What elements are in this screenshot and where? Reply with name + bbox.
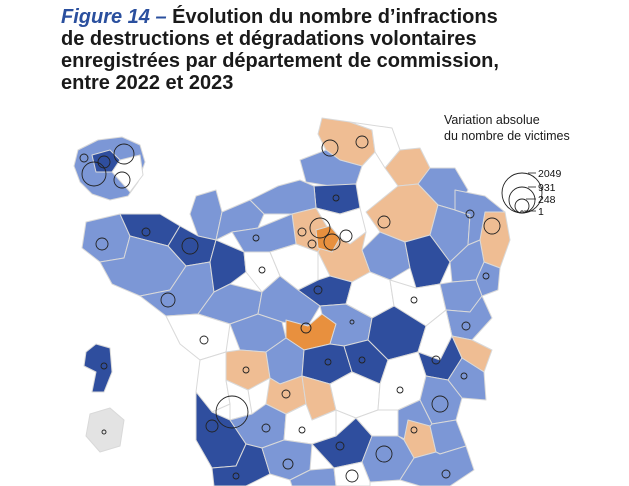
dept-herault bbox=[333, 461, 371, 486]
circle-puy bbox=[358, 356, 366, 364]
circle-cotes bbox=[141, 227, 151, 237]
circle-paris-4 bbox=[307, 239, 317, 249]
circle-doubs bbox=[461, 321, 471, 331]
title-line-2: de destructions et dégradations volontai… bbox=[61, 28, 477, 50]
dept-mayenne bbox=[209, 239, 247, 293]
circle-haut-rhin bbox=[482, 272, 490, 280]
legend-circles: 2049 931 248 1 bbox=[501, 168, 562, 218]
department-regions bbox=[73, 117, 511, 486]
circle-vaucluse bbox=[441, 469, 451, 479]
inset-idf-right bbox=[111, 154, 144, 193]
circle-loire-atl bbox=[160, 292, 176, 308]
figure-label: Figure 14 – bbox=[61, 6, 167, 28]
circle-deux-sevres bbox=[242, 366, 250, 374]
title-line-3: enregistrées par département de commissi… bbox=[61, 50, 499, 72]
circle-marne bbox=[377, 215, 391, 229]
circle-overseas-2 bbox=[101, 429, 107, 435]
dept-vendee bbox=[165, 313, 231, 361]
circle-paris-2 bbox=[323, 233, 341, 251]
circle-idf-4 bbox=[113, 171, 131, 189]
dept-paris-area bbox=[315, 225, 341, 253]
circle-paris-3 bbox=[339, 229, 353, 243]
circle-nievre bbox=[349, 319, 355, 325]
variation-circles bbox=[79, 135, 501, 483]
circle-haute-vienne bbox=[281, 389, 291, 399]
circle-dordogne bbox=[261, 423, 271, 433]
dept-vaucluse bbox=[399, 445, 475, 486]
circle-ille bbox=[181, 237, 199, 255]
circle-finistere bbox=[95, 237, 109, 251]
circle-drome bbox=[410, 426, 418, 434]
dept-gard bbox=[361, 435, 415, 483]
circle-loire bbox=[396, 386, 404, 394]
circle-idf-1 bbox=[81, 161, 107, 187]
circle-pas-de-calais bbox=[355, 135, 369, 149]
legend-circle-1 bbox=[520, 210, 524, 214]
dept-bas-rhin bbox=[479, 211, 511, 269]
circle-idf-2 bbox=[113, 143, 135, 165]
title-line-1: Évolution du nombre d’infractions bbox=[172, 6, 498, 28]
circle-gironde-2 bbox=[205, 419, 219, 433]
circle-moselle bbox=[465, 209, 475, 219]
circle-bas-rhin bbox=[483, 217, 501, 235]
legend-label-248: 248 bbox=[538, 194, 556, 206]
dept-seine-maritime bbox=[249, 179, 317, 215]
overseas-island bbox=[83, 343, 113, 393]
circle-isere bbox=[431, 395, 449, 413]
figure-title: Figure 14 – Évolution du nombre d’infrac… bbox=[61, 6, 581, 94]
title-line-4: entre 2022 et 2023 bbox=[61, 72, 234, 94]
dept-savoie bbox=[447, 357, 487, 401]
circle-overseas bbox=[100, 362, 108, 370]
legend-caption-line-2: du nombre de victimes bbox=[444, 129, 570, 143]
circle-cote-dor bbox=[410, 296, 418, 304]
legend-label-931: 931 bbox=[538, 182, 556, 194]
dept-somme bbox=[299, 149, 363, 187]
circle-idf-3 bbox=[97, 155, 111, 169]
circle-savoie bbox=[460, 372, 468, 380]
circle-gard bbox=[375, 445, 393, 463]
size-legend: Variation absolue du nombre de victimes … bbox=[440, 112, 625, 218]
circle-aveyron bbox=[335, 441, 345, 451]
circle-loiret bbox=[313, 285, 323, 295]
circle-oise bbox=[332, 194, 340, 202]
circle-orne bbox=[252, 234, 260, 242]
circle-cher bbox=[300, 322, 312, 334]
circle-lot-garonne bbox=[282, 458, 294, 470]
circle-sarthe bbox=[258, 266, 266, 274]
circle-herault bbox=[345, 469, 359, 483]
circle-lot bbox=[298, 426, 306, 434]
circle-landes bbox=[232, 472, 240, 480]
dept-haute-savoie bbox=[451, 335, 493, 373]
circle-ain bbox=[431, 355, 441, 365]
legend-caption-line-1: Variation absolue bbox=[444, 113, 540, 127]
legend-label-1: 1 bbox=[538, 206, 544, 218]
legend-label-2049: 2049 bbox=[538, 168, 562, 180]
circle-nord bbox=[321, 139, 339, 157]
circle-paris-1 bbox=[309, 217, 331, 239]
circle-vendee bbox=[199, 335, 209, 345]
circle-eure bbox=[297, 227, 307, 237]
circle-idf-5 bbox=[79, 153, 89, 163]
circle-allier bbox=[324, 358, 332, 366]
circle-gironde-big bbox=[215, 395, 249, 429]
